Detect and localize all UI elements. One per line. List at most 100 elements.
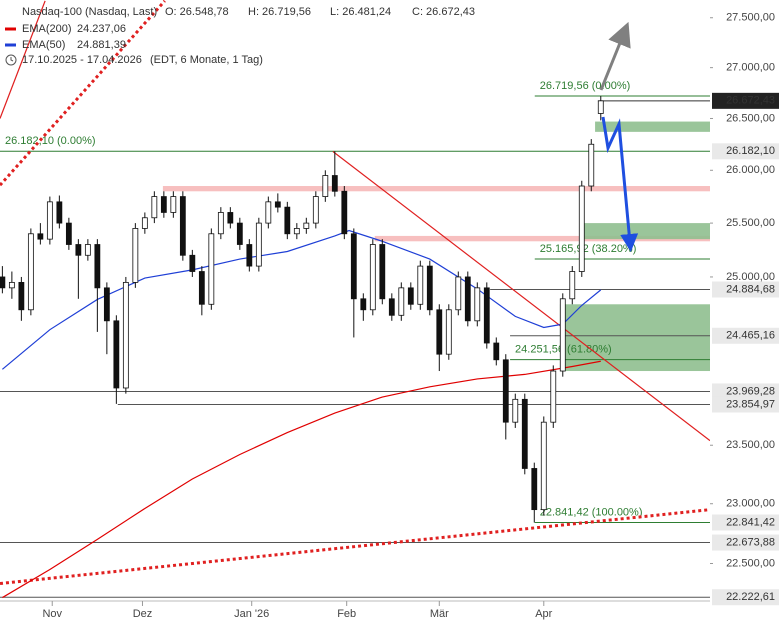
candle-body: [113, 320, 120, 389]
candle-body: [46, 201, 53, 240]
candle-body: [65, 222, 72, 245]
y-tick-label: 25.500,00: [726, 217, 775, 229]
candle-body: [350, 233, 357, 300]
candle-body: [531, 468, 538, 511]
candle-body: [151, 196, 158, 219]
level-note: 26.182,10 (0.00%): [5, 135, 96, 147]
candle-body: [198, 271, 205, 305]
candle-body: [464, 276, 471, 322]
price-tag: [712, 281, 779, 298]
x-tick-label: Dez: [133, 608, 153, 620]
price-tag-label: 26.672,43: [726, 95, 775, 107]
ohlc-label: H: 26.719,56: [248, 6, 311, 18]
candle-body: [75, 244, 82, 256]
drawn-arrows: [599, 21, 639, 252]
candle-body: [56, 201, 63, 224]
x-tick-label: Nov: [42, 608, 62, 620]
candle-body: [103, 287, 110, 322]
price-tag: [712, 514, 779, 531]
candle-body: [18, 281, 25, 311]
trend-line: [0, 0, 46, 119]
period: 17.10.2025 - 17.04.2026: [22, 54, 142, 66]
price-tag-label: 24.465,16: [726, 330, 775, 342]
ohlc-label: C: 26.672,43: [412, 6, 475, 18]
candle-body: [132, 228, 139, 283]
price-tag-label: 22.222,61: [726, 591, 775, 603]
legend-value: 24.237,06: [77, 23, 126, 35]
price-tag-label: 26.182,10: [726, 145, 775, 157]
candle-body: [141, 217, 148, 229]
trend-line: [0, 508, 710, 586]
trend-line: [332, 151, 710, 442]
zone: [374, 235, 710, 242]
candle-body: [398, 287, 405, 316]
ohlc-label: O: 26.548,78: [165, 6, 229, 18]
candle-body: [293, 228, 300, 235]
y-tick-label: 22.500,00: [726, 557, 775, 569]
candle-body: [160, 196, 167, 213]
price-tag: [712, 589, 779, 606]
candle-body: [341, 190, 348, 235]
price-tag: [712, 92, 779, 109]
y-tick-label: 27.500,00: [726, 12, 775, 24]
candle-body: [227, 212, 234, 224]
y-tick-label: 23.500,00: [726, 439, 775, 451]
y-tick-label: 26.500,00: [726, 112, 775, 124]
candle-body: [8, 281, 15, 289]
candle-body: [569, 271, 576, 300]
candle-body: [436, 309, 443, 355]
candle-body: [179, 196, 186, 256]
candle-body: [217, 212, 224, 235]
candle-body: [474, 287, 481, 322]
candle-body: [550, 370, 557, 423]
clock-hand: [10, 57, 14, 62]
candle-body: [578, 185, 585, 272]
candle-body: [331, 175, 338, 192]
candle-body: [265, 201, 272, 224]
zone: [162, 186, 710, 192]
y-tick-label: 23.000,00: [726, 498, 775, 510]
candle-body: [521, 398, 528, 469]
candle-body: [455, 276, 462, 311]
candle-body: [588, 143, 595, 187]
zone: [595, 121, 710, 132]
candle-body: [493, 342, 500, 361]
y-tick-label: 27.000,00: [726, 62, 775, 74]
candle-body: [189, 254, 196, 272]
x-tick-label: Apr: [535, 608, 552, 620]
candle-body: [388, 298, 395, 316]
projection-arrow-up: [599, 21, 631, 91]
candle-body: [37, 233, 44, 240]
candle-body: [208, 233, 215, 305]
candle-body: [170, 196, 177, 213]
candle-body: [122, 281, 129, 389]
axes: 22.500,00 23.000,00 23.500,00 25.000,00 25.5…: [0, 12, 779, 620]
price-tag-label: 23.969,28: [726, 385, 775, 397]
candle-body: [236, 222, 243, 245]
trend-line: [0, 0, 166, 187]
candle-body: [94, 244, 101, 289]
price-tag-label: 23.854,97: [726, 398, 775, 410]
y-tick-label: 26.000,00: [726, 164, 775, 176]
candle-body: [255, 222, 262, 267]
zone: [559, 304, 710, 372]
projection-arrow-down: [601, 116, 639, 252]
price-tag: [712, 383, 779, 400]
candle-body: [84, 244, 91, 256]
candle-body: [379, 244, 386, 300]
price-tag-label: 24.884,68: [726, 283, 775, 295]
level-note: 22.841,42 (100.00%): [540, 506, 643, 518]
candle-body: [559, 298, 566, 372]
candle-body: [0, 276, 6, 289]
candle-body: [303, 222, 310, 229]
legend-label: EMA(50): [22, 39, 65, 51]
candle-body: [597, 100, 604, 114]
y-tick-label: 25.000,00: [726, 271, 775, 283]
candle-body: [426, 265, 433, 311]
candle-body: [512, 398, 519, 423]
candle-body: [284, 206, 291, 235]
legend-value: 24.881,39: [77, 39, 126, 51]
clock-icon: [5, 54, 17, 66]
